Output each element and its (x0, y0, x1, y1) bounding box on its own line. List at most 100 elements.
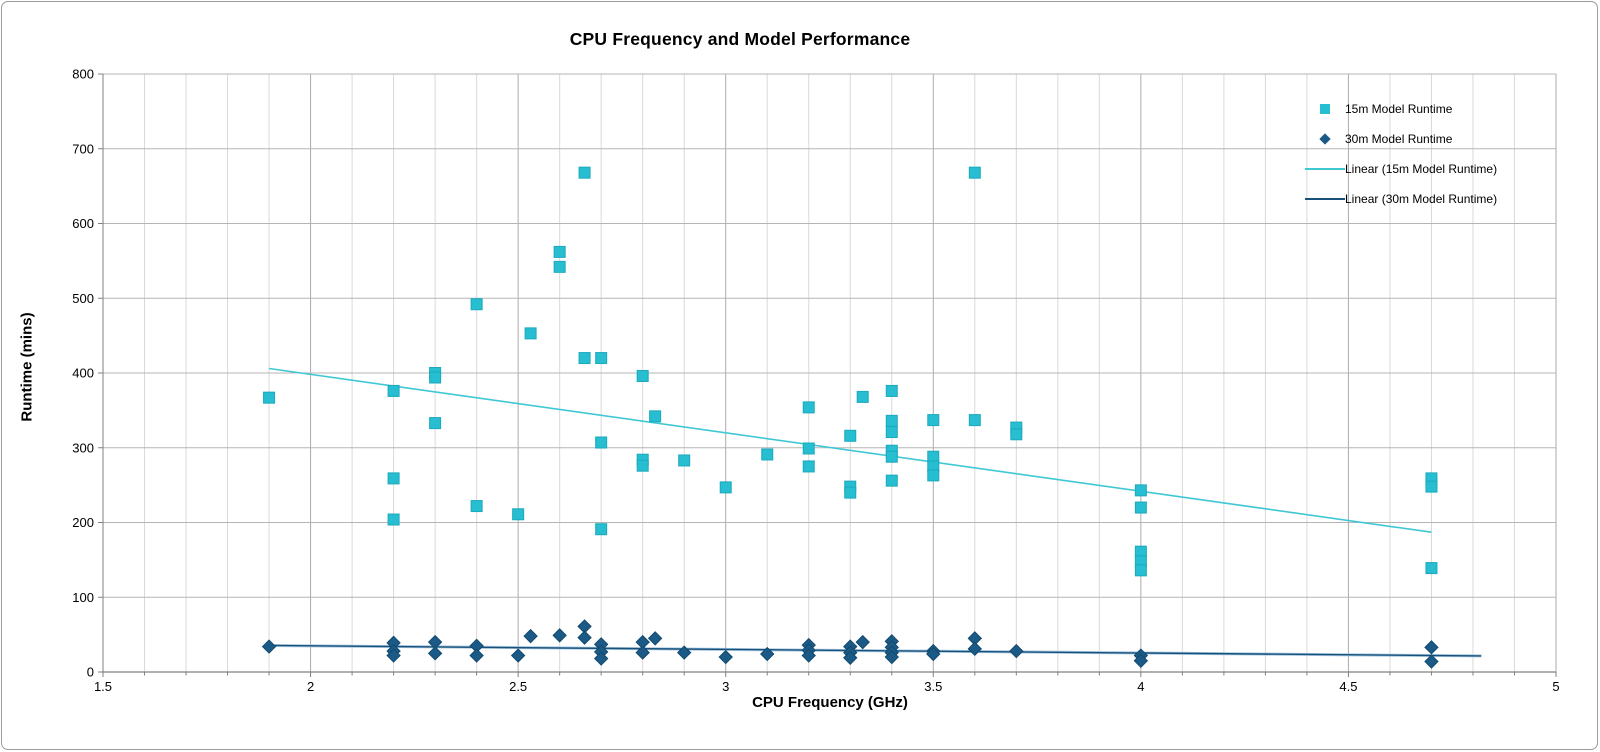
data-point-30m (552, 628, 567, 643)
x-tick-label: 4 (1137, 679, 1144, 694)
data-point-15m (595, 436, 608, 449)
data-point-30m (523, 628, 538, 644)
data-point-15m (885, 384, 898, 397)
y-tick-label: 500 (72, 291, 94, 306)
legend-item-linear-30m: Linear (30m Model Runtime) (1305, 184, 1535, 214)
data-point-30m (843, 650, 858, 666)
data-point-30m (855, 634, 870, 650)
y-tick-label: 200 (72, 515, 94, 530)
data-point-30m (1133, 653, 1149, 668)
data-point-30m (635, 645, 650, 660)
data-point-15m (429, 417, 442, 430)
data-point-15m (578, 352, 591, 365)
y-tick-label: 700 (72, 141, 94, 156)
data-point-30m (926, 646, 941, 662)
data-point-15m (578, 166, 591, 179)
data-point-30m (386, 635, 401, 651)
data-point-30m (635, 634, 650, 650)
legend-swatch-box (1305, 104, 1345, 114)
data-point-30m (386, 648, 401, 663)
legend: 15m Model Runtime 30m Model Runtime Line… (1305, 94, 1535, 214)
data-point-15m (968, 414, 981, 427)
data-point-15m (885, 414, 898, 427)
x-tick-label: 3 (722, 679, 729, 694)
legend-label: Linear (15m Model Runtime) (1345, 162, 1498, 176)
data-point-15m (387, 513, 400, 526)
data-point-15m (802, 442, 815, 455)
data-point-15m (885, 474, 898, 487)
x-tick-label: 2 (307, 679, 314, 694)
data-point-30m (1424, 654, 1439, 669)
data-point-15m (470, 298, 483, 311)
data-point-30m (577, 619, 592, 634)
y-tick-label: 400 (72, 366, 94, 381)
legend-item-linear-15m: Linear (15m Model Runtime) (1305, 154, 1535, 184)
legend-swatch-box (1305, 198, 1345, 200)
data-point-15m (524, 327, 537, 340)
data-point-15m (885, 426, 898, 439)
data-point-15m (387, 472, 400, 485)
legend-item-30m-runtime: 30m Model Runtime (1305, 124, 1535, 154)
data-point-30m (510, 648, 526, 663)
x-axis-title: CPU Frequency (GHz) (752, 694, 908, 711)
square-marker-icon (1320, 104, 1330, 114)
data-point-15m (802, 460, 815, 473)
trendline (269, 644, 1482, 657)
x-tick-label: 4.5 (1339, 679, 1357, 694)
data-point-15m (636, 459, 649, 472)
data-point-30m (884, 649, 899, 665)
data-point-15m (595, 523, 608, 536)
data-point-30m (427, 634, 443, 650)
data-point-30m (469, 638, 484, 654)
trendline-icon (1305, 168, 1345, 170)
legend-swatch-box (1305, 133, 1345, 145)
data-point-30m (577, 630, 592, 645)
data-point-15m (968, 166, 981, 179)
data-point-15m (553, 260, 566, 273)
data-point-30m (261, 639, 277, 654)
data-point-30m (676, 645, 692, 660)
trendline (268, 367, 1432, 534)
trendline-icon (1305, 198, 1345, 200)
legend-label: 15m Model Runtime (1345, 102, 1453, 116)
x-tick-label: 5 (1552, 679, 1559, 694)
y-axis-title: Runtime (mins) (18, 312, 36, 422)
legend-label: 30m Model Runtime (1345, 132, 1453, 146)
legend-label: Linear (30m Model Runtime) (1345, 192, 1498, 206)
diamond-marker-icon (1319, 133, 1331, 145)
data-point-15m (263, 391, 276, 404)
data-point-30m (1009, 643, 1024, 659)
chart-title: CPU Frequency and Model Performance (569, 29, 911, 49)
data-point-15m (512, 508, 525, 521)
data-point-15m (649, 410, 662, 423)
data-point-15m (1134, 501, 1147, 514)
data-point-30m (967, 641, 983, 657)
x-tick-label: 2.5 (509, 679, 527, 694)
y-tick-label: 600 (72, 216, 94, 231)
data-point-15m (844, 429, 857, 442)
data-point-30m (593, 637, 609, 652)
data-point-30m (469, 648, 484, 663)
data-point-15m (636, 369, 649, 382)
data-point-15m (1010, 428, 1023, 441)
data-point-15m (1134, 484, 1147, 497)
data-point-30m (593, 651, 609, 666)
data-point-15m (429, 371, 442, 384)
y-tick-label: 300 (72, 440, 94, 455)
data-point-30m (760, 646, 775, 662)
x-tick-label: 1.5 (94, 679, 112, 694)
data-point-15m (1425, 480, 1438, 493)
y-tick-label: 800 (72, 67, 94, 82)
data-point-30m (801, 648, 816, 663)
data-point-15m (595, 352, 608, 365)
data-point-30m (718, 649, 733, 665)
data-point-30m (427, 646, 443, 661)
data-point-30m (647, 631, 663, 646)
y-tick-label: 100 (72, 590, 94, 605)
data-point-15m (927, 414, 940, 427)
data-point-15m (885, 450, 898, 463)
y-tick-label: 0 (87, 665, 94, 680)
data-point-15m (856, 390, 869, 403)
